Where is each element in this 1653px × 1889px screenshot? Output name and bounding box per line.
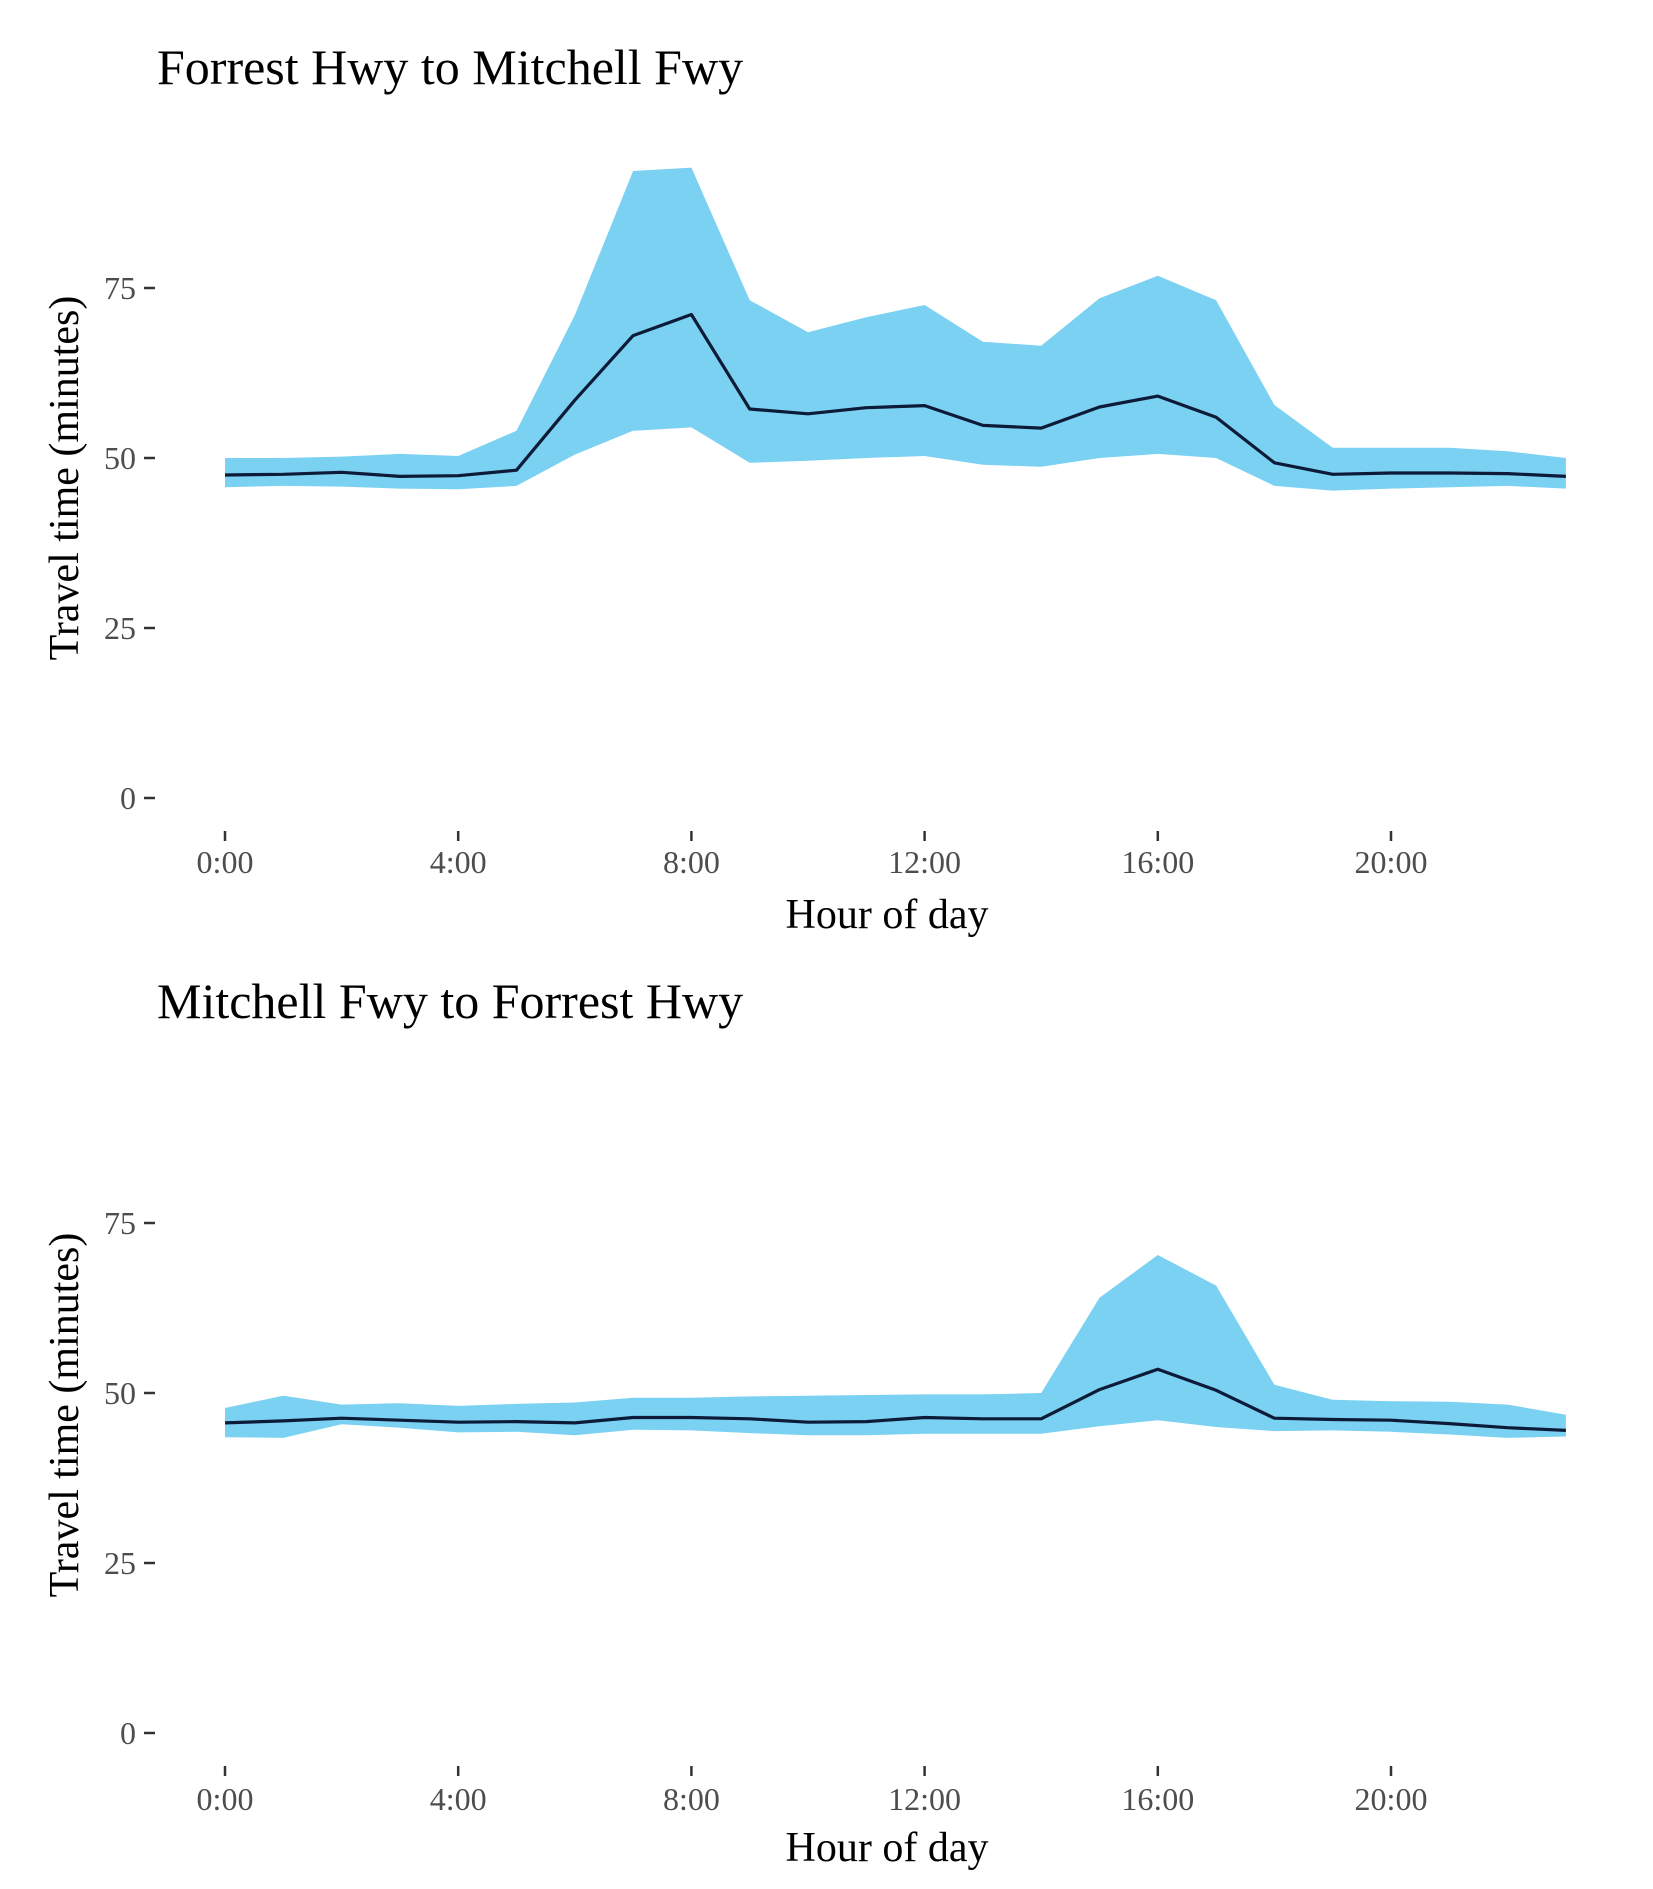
x-tick-label: 20:00 (1355, 844, 1428, 880)
y-tick-label: 0 (120, 1715, 136, 1751)
x-tick-label: 8:00 (663, 1781, 720, 1817)
y-tick-label: 0 (120, 780, 136, 816)
axes: 0:00 4:00 8:00 12:00 16:00 20:00 0 25 50 75 (104, 270, 1427, 880)
chart-panel-mitchell-to-forrest: Mitchell Fwy to Forrest Hwy 0:00 4:00 8:00… (42, 973, 1566, 1871)
y-tick-label: 50 (104, 1375, 136, 1411)
x-tick-label: 12:00 (888, 1781, 961, 1817)
x-axis-label: Hour of day (786, 892, 989, 938)
y-tick-label: 25 (104, 610, 136, 646)
chart-panel-forrest-to-mitchell: Forrest Hwy to Mitchell Fwy 0:00 4:00 8:00… (42, 39, 1566, 938)
y-tick-label: 50 (104, 440, 136, 476)
mean-line (224, 1367, 1566, 1432)
x-tick-label: 4:00 (430, 1781, 487, 1817)
x-tick-label: 16:00 (1121, 1781, 1194, 1817)
mean-line (224, 312, 1566, 478)
x-tick-label: 16:00 (1121, 844, 1194, 880)
chart-title: Forrest Hwy to Mitchell Fwy (157, 39, 743, 95)
x-axis-label: Hour of day (786, 1825, 989, 1871)
y-axis-label: Travel time (minutes) (42, 1233, 88, 1598)
chart-title: Mitchell Fwy to Forrest Hwy (157, 973, 743, 1029)
axes: 0:00 4:00 8:00 12:00 16:00 20:00 0 25 50 75 (104, 1205, 1427, 1817)
y-axis-label: Travel time (minutes) (42, 296, 88, 661)
x-tick-label: 20:00 (1355, 1781, 1428, 1817)
plot-area (224, 1255, 1566, 1438)
x-tick-label: 0:00 (197, 844, 254, 880)
y-tick-label: 25 (104, 1545, 136, 1581)
x-tick-label: 4:00 (430, 844, 487, 880)
x-tick-label: 8:00 (663, 844, 720, 880)
y-tick-label: 75 (104, 270, 136, 306)
range-band (225, 167, 1566, 491)
x-tick-label: 12:00 (888, 844, 961, 880)
range-band (225, 1255, 1566, 1438)
x-tick-label: 0:00 (197, 1781, 254, 1817)
y-tick-label: 75 (104, 1205, 136, 1241)
plot-area (224, 167, 1566, 491)
